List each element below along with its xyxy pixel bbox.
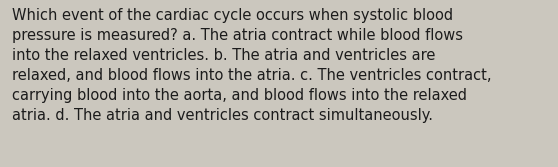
Text: Which event of the cardiac cycle occurs when systolic blood
pressure is measured: Which event of the cardiac cycle occurs … [12, 8, 492, 123]
